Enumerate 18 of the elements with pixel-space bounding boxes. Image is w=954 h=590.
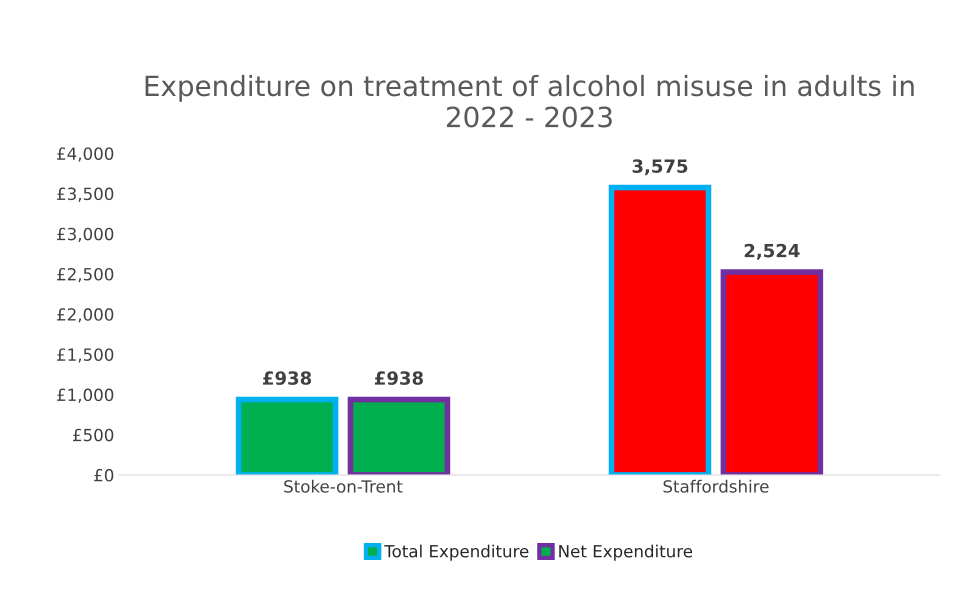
legend-label: Total Expenditure	[384, 544, 528, 561]
chart-title: Expenditure on treatment of alcohol misuse in adults in 2022 - 2023	[146, 74, 914, 128]
y-tick-label: £500	[73, 428, 114, 442]
data-label: 2,524	[744, 244, 800, 260]
y-tick-label: £3,000	[57, 228, 114, 242]
y-tick-label: £1,500	[57, 348, 114, 363]
x-tick-label: Staffordshire	[664, 480, 769, 493]
y-tick-label: £3,500	[57, 188, 114, 202]
y-tick-label: £0	[94, 468, 114, 482]
y-tick-label: £1,000	[57, 388, 114, 403]
legend-label: Net Expenditure	[559, 544, 692, 561]
data-label: £938	[263, 371, 312, 385]
data-label: £938	[374, 371, 423, 385]
y-tick-label: £4,000	[57, 147, 114, 162]
data-label: 3,575	[632, 159, 688, 176]
y-tick-label: £2,000	[57, 308, 114, 322]
x-tick-label: Stoke-on-Trent	[284, 480, 402, 493]
y-tick-label: £2,500	[57, 268, 114, 282]
